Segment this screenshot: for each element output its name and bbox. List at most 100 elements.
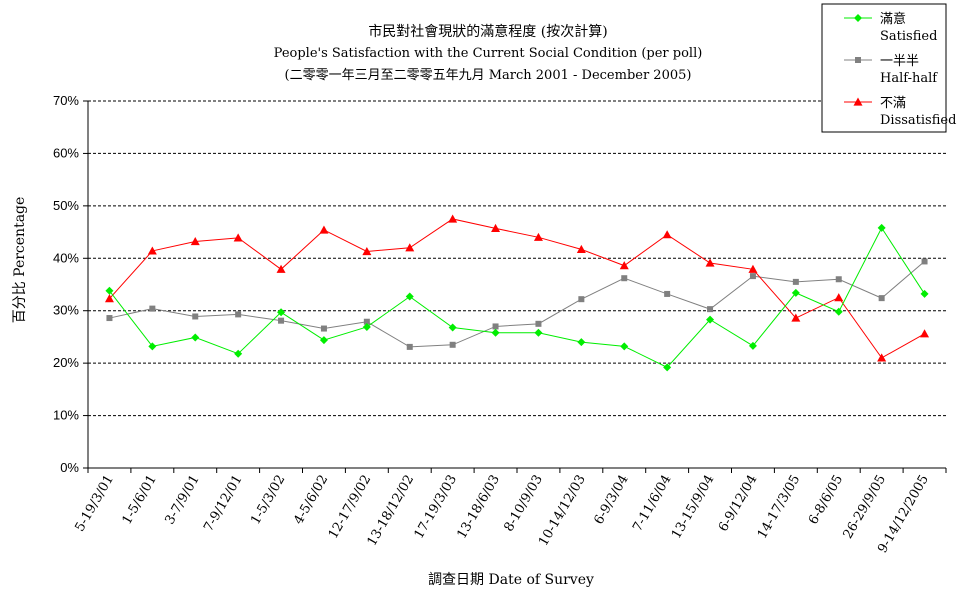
data-point-dissatisfied xyxy=(791,313,801,322)
legend-item-satisfied: 滿意 Satisfied xyxy=(844,11,937,44)
x-tick-label: 14-17/3/05 xyxy=(755,473,804,542)
data-point-dissatisfied xyxy=(491,223,501,233)
data-point-half-half xyxy=(878,295,885,302)
y-tick-label: 70% xyxy=(53,93,79,108)
data-point-satisfied xyxy=(620,342,629,351)
x-axis-label: 調查日期 Date of Survey xyxy=(428,572,594,588)
data-point-half-half xyxy=(921,258,928,265)
series-line-satisfied xyxy=(109,226,925,368)
data-point-dissatisfied xyxy=(920,329,930,338)
data-point-satisfied xyxy=(834,307,843,316)
series-satisfied xyxy=(105,223,929,372)
data-point-half-half xyxy=(707,306,714,313)
data-point-satisfied xyxy=(877,223,886,232)
data-point-dissatisfied xyxy=(705,258,715,267)
x-tick-label: 6-8/6/05 xyxy=(806,473,846,528)
data-point-dissatisfied xyxy=(662,230,672,239)
data-point-half-half xyxy=(792,278,799,285)
data-point-half-half xyxy=(835,276,842,283)
y-tick-label: 40% xyxy=(53,250,79,265)
x-tick-label: 17-19/3/03 xyxy=(412,473,461,542)
data-point-dissatisfied xyxy=(576,244,586,253)
data-point-satisfied xyxy=(148,342,157,351)
data-point-half-half xyxy=(106,315,113,322)
data-point-satisfied xyxy=(748,341,757,350)
series xyxy=(104,214,930,372)
legend-marker xyxy=(853,97,863,106)
data-point-half-half xyxy=(535,320,542,327)
x-tick-label: 7-11/6/04 xyxy=(630,473,674,535)
x-tick-label: 13-18/6/03 xyxy=(454,473,503,542)
legend-marker xyxy=(854,14,862,22)
x-tick-label: 6-9/12/04 xyxy=(716,473,760,535)
chart-subtitle: People's Satisfaction with the Current S… xyxy=(274,46,703,61)
data-point-satisfied xyxy=(920,289,929,298)
gridlines xyxy=(88,100,946,417)
y-tick-label: 20% xyxy=(53,355,79,370)
legend: 滿意 Satisfied 一半半 Half-half 不滿 Dissatisfied xyxy=(821,3,956,133)
data-point-half-half xyxy=(492,323,499,330)
data-point-satisfied xyxy=(534,328,543,337)
legend-label-en: Satisfied xyxy=(880,29,937,44)
legend-marker xyxy=(855,57,861,63)
data-point-dissatisfied xyxy=(533,232,543,241)
data-point-dissatisfied xyxy=(362,246,372,256)
data-point-satisfied xyxy=(362,322,371,331)
data-point-dissatisfied xyxy=(448,214,458,223)
data-point-dissatisfied xyxy=(147,246,157,255)
data-point-dissatisfied xyxy=(748,264,758,273)
data-point-satisfied xyxy=(448,323,457,332)
data-point-satisfied xyxy=(319,336,328,345)
data-point-half-half xyxy=(192,313,199,320)
x-tick-label: 7-9/12/01 xyxy=(201,473,245,535)
axes xyxy=(83,100,947,473)
data-point-dissatisfied xyxy=(877,353,887,362)
data-point-half-half xyxy=(578,296,585,303)
data-point-dissatisfied xyxy=(619,261,629,270)
legend-item-half-half: 一半半 Half-half xyxy=(844,54,938,86)
data-point-half-half xyxy=(749,273,756,280)
data-point-satisfied xyxy=(577,338,586,347)
data-point-half-half xyxy=(449,341,456,348)
data-point-half-half xyxy=(278,317,285,324)
x-tick-label: 6-9/3/04 xyxy=(591,473,631,528)
data-point-satisfied xyxy=(405,292,414,301)
data-point-dissatisfied xyxy=(405,243,415,252)
x-tick-label: 3-7/9/01 xyxy=(162,473,202,528)
data-point-dissatisfied xyxy=(104,294,114,303)
legend-label-en: Dissatisfied xyxy=(880,113,956,128)
data-point-dissatisfied xyxy=(276,264,286,273)
x-tick-label: 26-29/9/05 xyxy=(841,473,890,542)
data-point-dissatisfied xyxy=(190,237,200,246)
data-point-half-half xyxy=(664,290,671,297)
y-axis-label: 百分比 Percentage xyxy=(12,197,28,324)
y-tick-label: 0% xyxy=(60,460,79,475)
x-tick-label: 8-10/9/03 xyxy=(502,473,546,535)
chart-title: 市民對社會現狀的滿意程度 (按次計算) xyxy=(368,23,607,40)
data-point-half-half xyxy=(363,318,370,325)
legend-box xyxy=(821,3,947,133)
series-line-dissatisfied xyxy=(109,218,925,359)
series-line-half-half xyxy=(109,261,925,348)
x-tick-label: 13-15/9/04 xyxy=(669,473,718,542)
x-tick-label: 5-19/3/01 xyxy=(73,473,117,535)
data-point-satisfied xyxy=(191,333,200,342)
y-tick-label: 50% xyxy=(53,198,79,213)
data-point-half-half xyxy=(235,311,242,318)
series-dissatisfied xyxy=(104,214,930,362)
y-tick-label: 30% xyxy=(53,303,79,318)
data-point-half-half xyxy=(621,275,628,282)
data-point-dissatisfied xyxy=(834,293,844,302)
data-point-satisfied xyxy=(663,363,672,372)
legend-label-zh: 滿意 xyxy=(880,11,906,27)
legend-label-zh: 一半半 xyxy=(880,54,919,69)
data-point-satisfied xyxy=(234,349,243,358)
y-tick-labels: 0% 10% 20% 30% 40% 50% 60% 70% xyxy=(53,93,79,475)
data-point-dissatisfied xyxy=(319,225,329,234)
y-tick-label: 60% xyxy=(53,145,79,160)
data-point-satisfied xyxy=(105,286,114,295)
x-tick-label: 13-18/12/02 xyxy=(365,473,418,549)
legend-label-zh: 不滿 xyxy=(880,95,906,111)
data-point-half-half xyxy=(149,305,156,312)
